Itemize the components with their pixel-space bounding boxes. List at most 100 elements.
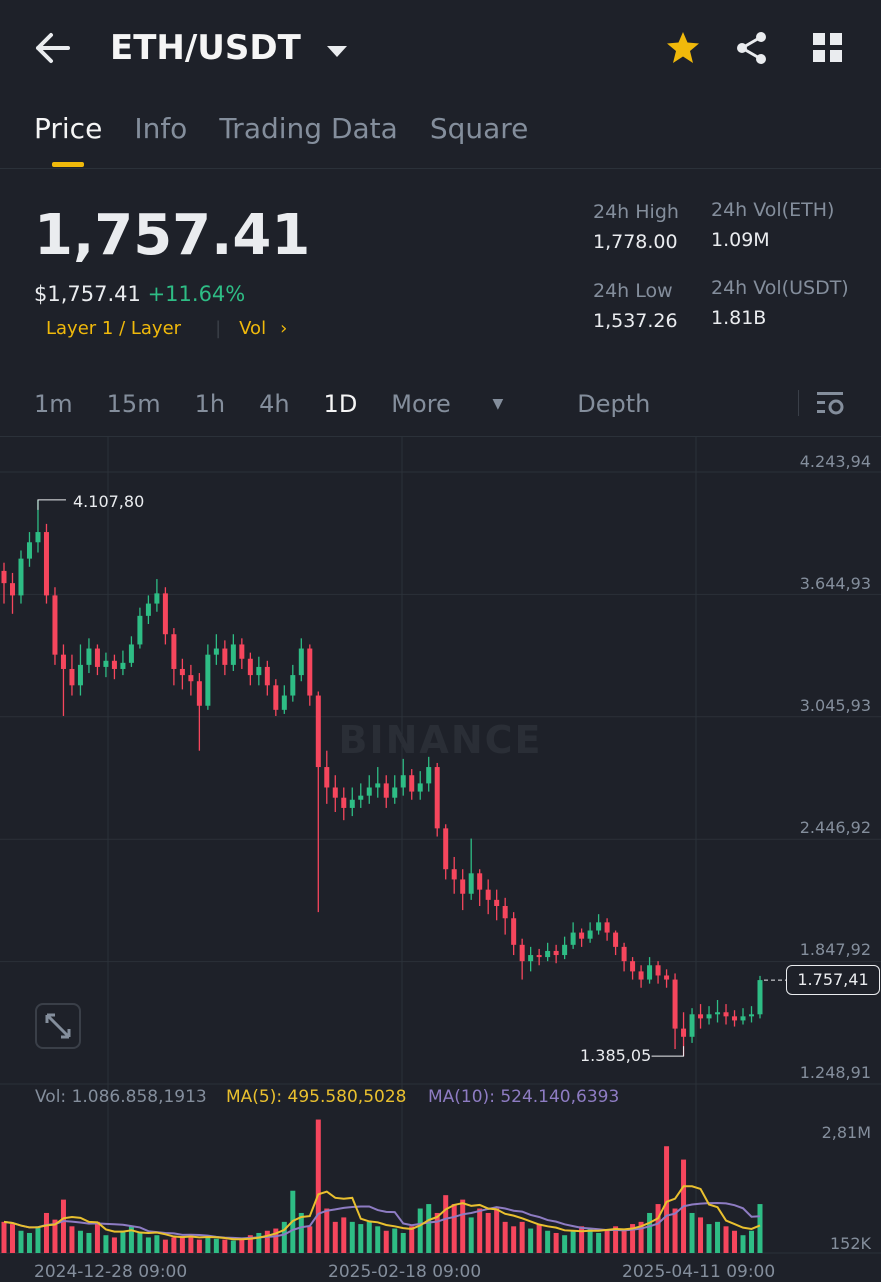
- ma5-line: [3, 1185, 761, 1241]
- candle-body: [536, 955, 542, 958]
- volume-bar: [222, 1239, 228, 1253]
- last-price-marker: 1.757,41: [786, 965, 880, 995]
- grid-icon[interactable]: [812, 32, 844, 64]
- tag-layer[interactable]: Layer 1 / Layer: [46, 318, 182, 339]
- volume-bar: [553, 1232, 559, 1253]
- volume-bar: [1, 1221, 7, 1253]
- candle-body: [519, 944, 525, 962]
- interval-4h[interactable]: 4h: [259, 390, 290, 418]
- volume-label: Vol: 1.086.858,1913: [35, 1087, 207, 1107]
- candle-body: [570, 932, 576, 945]
- candle-body: [434, 767, 440, 829]
- pair-selector[interactable]: ETH/USDT: [110, 28, 349, 68]
- volume-bar: [477, 1208, 483, 1253]
- price-change: +11.64%: [147, 282, 246, 306]
- volume-bar: [35, 1226, 41, 1253]
- candle-body: [43, 532, 49, 596]
- star-icon[interactable]: [665, 30, 701, 66]
- volume-bar: [26, 1232, 32, 1253]
- last-price: 1,757.41: [34, 203, 311, 268]
- candle-body: [128, 644, 134, 663]
- candle-body: [409, 775, 415, 792]
- interval-15m[interactable]: 15m: [106, 390, 161, 418]
- candle-body: [383, 783, 389, 798]
- candle-body: [749, 1014, 755, 1017]
- volume-bar: [723, 1226, 729, 1253]
- tag-vol[interactable]: Vol: [239, 318, 267, 339]
- tab-square[interactable]: Square: [429, 112, 529, 145]
- more-dropdown[interactable]: More ▼: [391, 390, 537, 418]
- caret-down-icon: [326, 46, 347, 57]
- candle-body: [239, 644, 245, 659]
- min-callout-line: [651, 1046, 685, 1057]
- volume-bar: [60, 1199, 66, 1253]
- volume-bar: [502, 1221, 508, 1253]
- volume-bar: [409, 1226, 415, 1253]
- candle-body: [689, 1014, 695, 1037]
- y-tick: 1.847,92: [799, 940, 871, 959]
- volume-bar: [324, 1208, 330, 1253]
- x-tick: 2025-04-11 09:00: [622, 1262, 776, 1282]
- fullscreen-button[interactable]: [35, 1003, 81, 1049]
- divider: [0, 168, 881, 169]
- volume-bar: [562, 1235, 568, 1253]
- volume-bar: [426, 1204, 432, 1253]
- vol-eth-value: 1.09M: [711, 229, 770, 251]
- candle-body: [681, 1028, 687, 1037]
- candle-body: [324, 767, 330, 788]
- interval-1h[interactable]: 1h: [194, 390, 226, 418]
- chart-settings-icon[interactable]: [815, 390, 845, 418]
- volume-bar: [757, 1204, 763, 1253]
- candle-body: [26, 542, 32, 559]
- candle-body: [655, 965, 661, 976]
- candle-body: [562, 944, 568, 956]
- vol-usdt-label: 24h Vol(USDT): [711, 277, 849, 299]
- interval-1m[interactable]: 1m: [34, 390, 73, 418]
- share-icon[interactable]: [734, 30, 770, 66]
- candle-body: [494, 899, 500, 907]
- volume-bar: [256, 1232, 262, 1253]
- candle-body: [111, 660, 117, 669]
- candle-body: [477, 873, 483, 890]
- volume-bar: [383, 1230, 389, 1253]
- price-sub: $1,757.41 +11.64%: [34, 282, 245, 306]
- volume-bar: [519, 1221, 525, 1253]
- interval-1d[interactable]: 1D: [323, 390, 358, 418]
- volume-bar: [103, 1235, 109, 1253]
- candle-body: [545, 950, 551, 958]
- candle-body: [162, 593, 168, 635]
- volume-bar: [171, 1237, 177, 1253]
- tab-info[interactable]: Info: [134, 112, 188, 145]
- candle-body: [273, 685, 279, 710]
- tab-price[interactable]: Price: [34, 112, 103, 167]
- volume-bar: [196, 1239, 202, 1253]
- volume-bar: [341, 1217, 347, 1253]
- depth-tab[interactable]: Depth: [577, 390, 651, 418]
- volume-bar: [52, 1219, 58, 1253]
- divider: [798, 390, 799, 416]
- candle-body: [179, 668, 185, 676]
- candle-body: [9, 583, 15, 596]
- volume-bar: [655, 1204, 661, 1253]
- volume-bar: [485, 1212, 491, 1253]
- candle-body: [213, 648, 219, 655]
- back-button[interactable]: [34, 30, 72, 70]
- candle-body: [145, 603, 151, 616]
- y-tick: 4.243,94: [799, 452, 871, 471]
- ma5-label: MA(5): 495.580,5028: [226, 1087, 407, 1107]
- candle-body: [451, 869, 457, 880]
- candle-body: [468, 873, 474, 894]
- binance-watermark: BINANCE: [0, 718, 881, 762]
- candle-body: [358, 795, 364, 800]
- candle-body: [740, 1016, 746, 1021]
- candle-body: [230, 644, 236, 665]
- candle-body: [315, 695, 321, 768]
- candle-body: [579, 932, 585, 939]
- candle-body: [553, 950, 559, 956]
- volume-bar: [579, 1226, 585, 1253]
- volume-bar: [307, 1226, 313, 1253]
- volume-bar: [511, 1226, 517, 1253]
- tab-trading-data[interactable]: Trading Data: [219, 112, 398, 145]
- candle-body: [341, 797, 347, 808]
